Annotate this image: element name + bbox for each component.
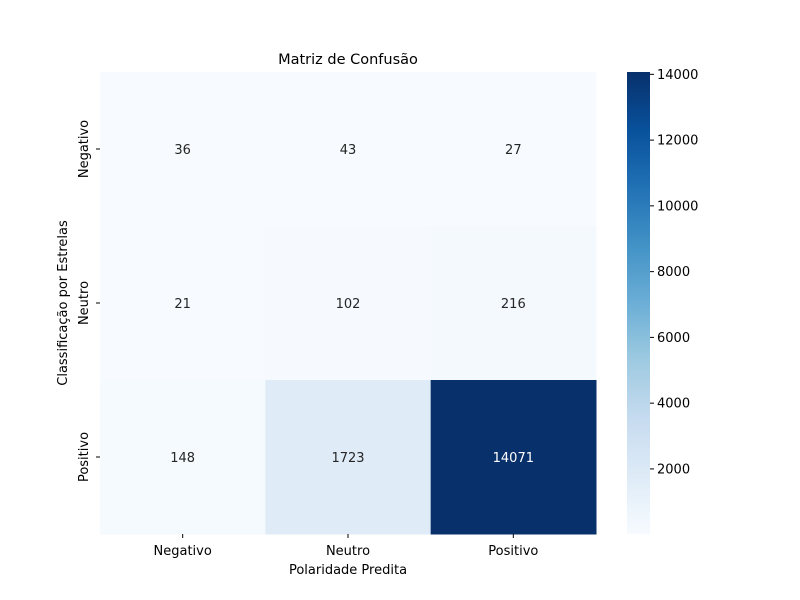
cell-value-label: 21: [174, 297, 191, 312]
heatmap-cell: [265, 380, 432, 535]
heatmap-cell: [100, 226, 266, 381]
x-tick-label: Neutro: [326, 544, 370, 559]
x-tick-label: Positivo: [488, 544, 538, 559]
colorbar-tick-label: 6000: [657, 331, 690, 346]
colorbar: [627, 72, 650, 534]
colorbar-ticks: 2000 4000 6000 8000 10000 12000 14000: [650, 68, 698, 477]
chart-title: Matriz de Confusão: [278, 52, 418, 68]
heatmap-cell: [100, 72, 266, 227]
y-tick-label: Negativo: [77, 120, 92, 178]
colorbar-tick-label: 8000: [657, 265, 690, 280]
colorbar-tick-label: 12000: [657, 134, 698, 149]
cell-value-label: 1723: [331, 451, 364, 466]
cell-value-label: 43: [340, 143, 357, 158]
x-tick-label: Negativo: [154, 544, 212, 559]
cell-value-label: 148: [170, 451, 195, 466]
y-axis: Negativo Neutro Positivo: [77, 120, 100, 482]
cell-value-label: 36: [174, 143, 191, 158]
heatmap-cell: [265, 226, 432, 381]
colorbar-tick-label: 10000: [657, 199, 698, 214]
y-tick-label: Positivo: [77, 432, 92, 482]
heatmap-cell: [430, 72, 597, 227]
cell-value-label: 27: [505, 143, 522, 158]
heatmap-cell-labels: 36 43 27 21 102 216 148 1723 14071: [170, 143, 534, 466]
heatmap-cell: [265, 72, 432, 227]
cell-value-label: 102: [336, 297, 361, 312]
colorbar-tick-label: 4000: [657, 397, 690, 412]
x-axis: Negativo Neutro Positivo: [154, 534, 538, 559]
y-tick-label: Neutro: [77, 281, 92, 325]
cell-value-label: 14071: [493, 451, 534, 466]
heatmap-cell: [430, 380, 597, 535]
heatmap-cells: [100, 72, 597, 535]
x-axis-label: Polaridade Predita: [289, 563, 407, 578]
cell-value-label: 216: [501, 297, 526, 312]
colorbar-tick-label: 2000: [657, 462, 690, 477]
heatmap-cell: [100, 380, 266, 535]
heatmap-cell: [430, 226, 597, 381]
colorbar-tick-label: 14000: [657, 68, 698, 83]
y-axis-label: Classificação por Estrelas: [56, 220, 71, 386]
